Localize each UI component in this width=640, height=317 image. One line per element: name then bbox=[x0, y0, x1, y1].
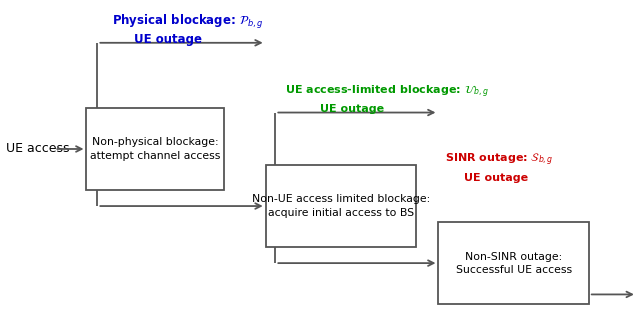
Text: UE outage: UE outage bbox=[320, 104, 384, 114]
Bar bbox=[86, 108, 224, 190]
Text: Non-UE access limited blockage:
acquire initial access to BS: Non-UE access limited blockage: acquire … bbox=[252, 194, 430, 218]
Text: SINR outage: $\mathcal{S}_{b,g}$: SINR outage: $\mathcal{S}_{b,g}$ bbox=[445, 152, 554, 168]
Text: UE access-limited blockage: $\mathcal{U}_{b,g}$: UE access-limited blockage: $\mathcal{U}… bbox=[285, 84, 489, 100]
Text: Physical blockage: $\mathcal{P}_{b,g}$: Physical blockage: $\mathcal{P}_{b,g}$ bbox=[112, 13, 264, 31]
Bar bbox=[438, 222, 589, 304]
Text: UE outage: UE outage bbox=[464, 172, 528, 183]
Text: Non-physical blockage:
attempt channel access: Non-physical blockage: attempt channel a… bbox=[90, 137, 220, 161]
Bar bbox=[266, 165, 416, 247]
Text: UE access: UE access bbox=[6, 142, 70, 156]
Text: Non-SINR outage:
Successful UE access: Non-SINR outage: Successful UE access bbox=[456, 251, 572, 275]
Text: UE outage: UE outage bbox=[134, 33, 202, 46]
